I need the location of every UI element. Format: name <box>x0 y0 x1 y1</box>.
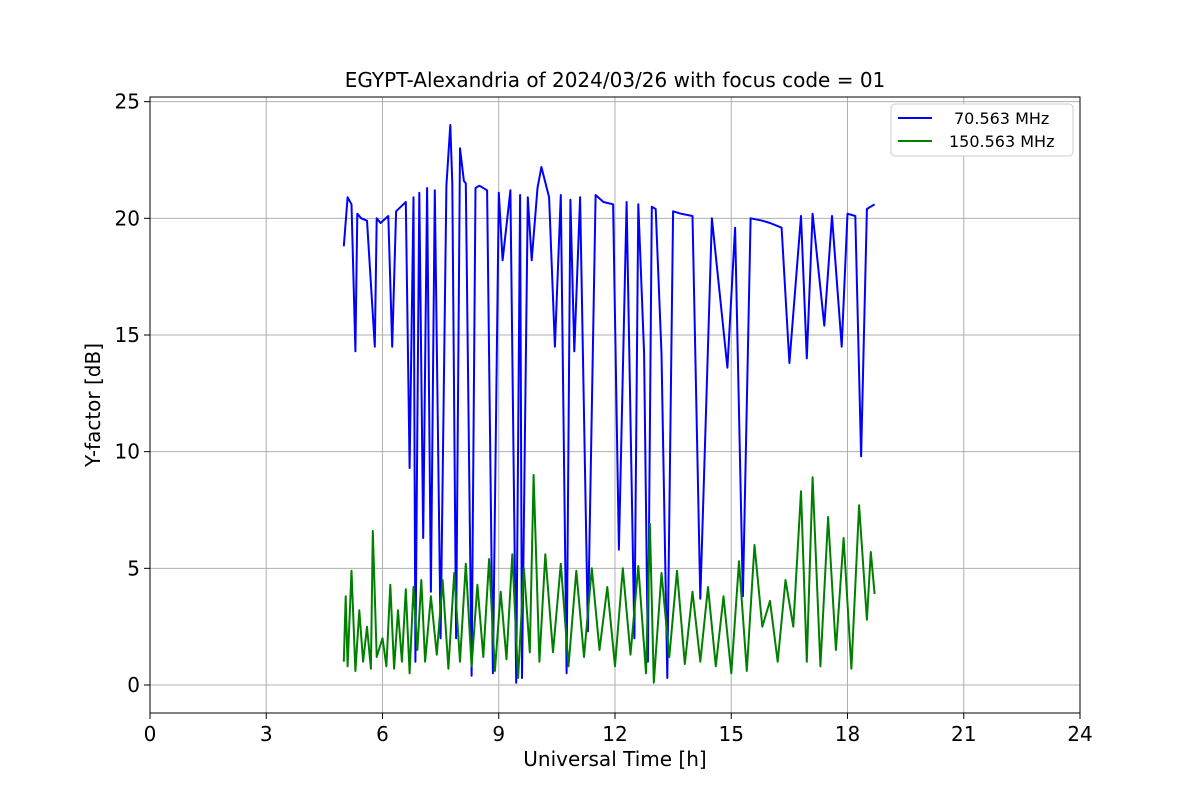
y-axis-label: Y-factor [dB] <box>81 343 105 468</box>
x-axis-label: Universal Time [h] <box>523 747 706 771</box>
y-tick-label: 20 <box>115 206 140 230</box>
x-tick-label: 21 <box>951 722 976 746</box>
series-line-150mhz <box>342 474 876 684</box>
legend: 70.563 MHz 150.563 MHz <box>890 103 1074 157</box>
x-tick-label: 9 <box>492 722 505 746</box>
x-tick-label: 24 <box>1067 722 1092 746</box>
y-tick-label: 15 <box>115 323 140 347</box>
x-tick-label: 15 <box>719 722 744 746</box>
legend-box <box>890 103 1074 157</box>
legend-label-70mhz: 70.563 MHz <box>954 109 1049 128</box>
series-line-70mhz <box>342 124 876 684</box>
legend-label-150mhz: 150.563 MHz <box>949 132 1054 151</box>
x-tick-label: 12 <box>602 722 627 746</box>
x-tick-label: 3 <box>260 722 273 746</box>
y-tick-label: 5 <box>127 556 140 580</box>
y-tick-label: 25 <box>115 90 140 114</box>
y-tick-label: 0 <box>127 673 140 697</box>
x-tick-label: 0 <box>144 722 157 746</box>
y-tick-label: 10 <box>115 440 140 464</box>
x-tick-label: 18 <box>835 722 860 746</box>
x-tick-label: 6 <box>376 722 389 746</box>
ticks: 0 3 6 9 12 15 18 21 24 0 5 10 15 20 25 <box>115 90 1093 746</box>
chart-title: EGYPT-Alexandria of 2024/03/26 with focu… <box>345 68 886 92</box>
series-layer <box>342 124 876 684</box>
